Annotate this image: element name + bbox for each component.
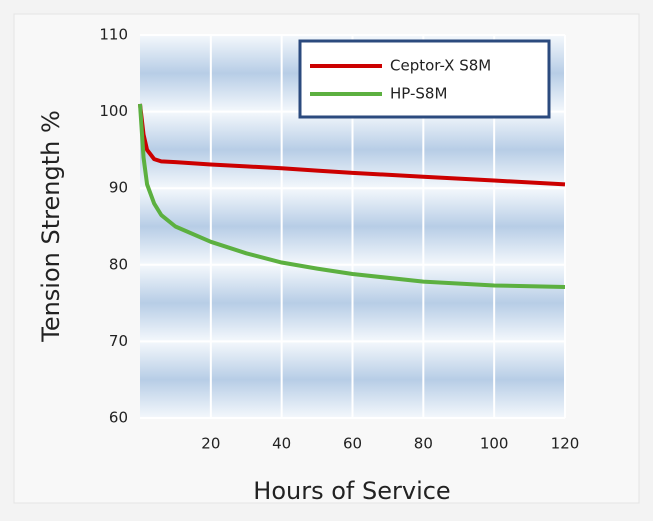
x-axis-title: Hours of Service (253, 477, 450, 505)
x-tick-label: 60 (343, 435, 362, 453)
x-tick-label: 80 (414, 435, 433, 453)
y-tick-label: 100 (99, 102, 128, 120)
y-tick-label: 90 (109, 179, 128, 197)
legend-label: Ceptor-X S8M (390, 57, 491, 75)
x-tick-label: 100 (480, 435, 509, 453)
series-line (138, 103, 566, 290)
y-tick-label: 70 (109, 332, 128, 350)
y-axis-title: Tension Strength % (37, 110, 65, 343)
x-tick-label: 120 (551, 435, 580, 453)
y-tick-label: 80 (109, 255, 128, 273)
legend-box (298, 39, 551, 119)
y-tick-label: 110 (99, 26, 128, 44)
legend-label: HP-S8M (390, 85, 447, 103)
series-line (138, 103, 566, 187)
x-tick-label: 40 (272, 435, 291, 453)
y-tick-label: 60 (109, 409, 128, 427)
x-tick-label: 20 (201, 435, 220, 453)
